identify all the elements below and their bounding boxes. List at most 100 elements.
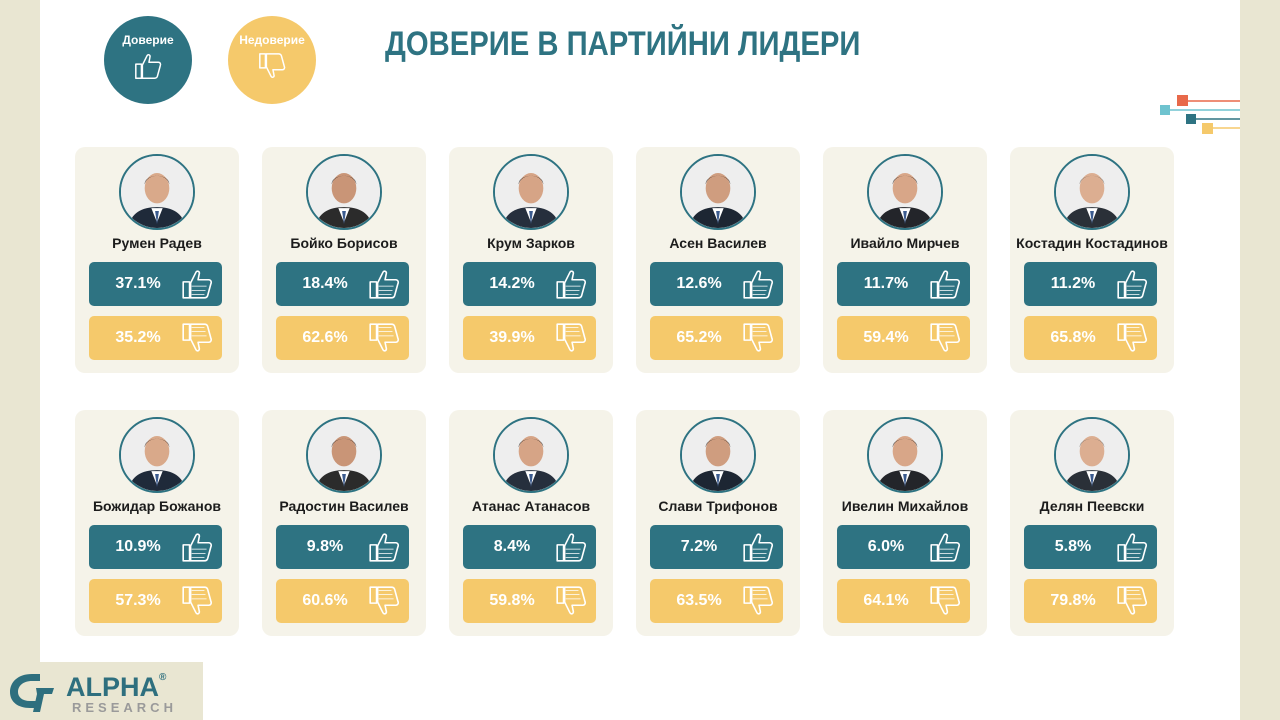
distrust-value: 79.8% <box>1050 592 1096 609</box>
distrust-value: 62.6% <box>302 329 348 346</box>
leader-card: Румен Радев 37.1% 35.2% <box>75 147 239 373</box>
leader-card: Бойко Борисов 18.4% 62.6% <box>262 147 426 373</box>
leader-card: Слави Трифонов 7.2% 63.5% <box>636 410 800 636</box>
distrust-bar: 57.3% <box>89 579 222 623</box>
trust-bar: 14.2% <box>463 262 596 306</box>
thumbs-down-icon <box>743 586 774 615</box>
thumbs-up-icon <box>369 270 400 299</box>
leader-card: Делян Пеевски 5.8% 79.8% <box>1010 410 1174 636</box>
thumbs-up-icon <box>1117 533 1148 562</box>
leader-name: Делян Пеевски <box>1039 498 1145 514</box>
distrust-value: 60.6% <box>302 592 348 609</box>
page-title: ДОВЕРИЕ В ПАРТИЙНИ ЛИДЕРИ <box>385 25 861 63</box>
distrust-value: 65.2% <box>676 329 722 346</box>
leader-card: Божидар Божанов 10.9% 57.3% <box>75 410 239 636</box>
leader-card: Радостин Василев 9.8% 60.6% <box>262 410 426 636</box>
trust-value: 18.4% <box>302 275 348 292</box>
leader-card: Асен Василев 12.6% 65.2% <box>636 147 800 373</box>
trust-value: 11.7% <box>863 275 909 292</box>
leader-card: Костадин Костадинов 11.2% 65.8% <box>1010 147 1174 373</box>
thumbs-up-icon <box>743 270 774 299</box>
thumbs-down-icon <box>1117 323 1148 352</box>
trust-value: 37.1% <box>115 275 161 292</box>
leader-name: Костадин Костадинов <box>1016 235 1168 251</box>
thumbs-down-icon <box>930 323 961 352</box>
thumbs-down-icon <box>369 323 400 352</box>
leader-photo <box>493 154 569 230</box>
legend-distrust: Недоверие <box>228 16 316 104</box>
leader-name: Радостин Василев <box>279 498 409 514</box>
legend-trust-label: Доверие <box>122 33 174 47</box>
trust-value: 10.9% <box>115 538 161 555</box>
thumbs-up-icon <box>135 53 162 79</box>
thumbs-up-icon <box>182 270 213 299</box>
trust-bar: 7.2% <box>650 525 783 569</box>
thumbs-up-icon <box>369 533 400 562</box>
trust-bar: 9.8% <box>276 525 409 569</box>
trust-value: 7.2% <box>680 538 718 555</box>
thumbs-down-icon <box>743 323 774 352</box>
thumbs-up-icon <box>930 533 961 562</box>
thumbs-down-icon <box>556 586 587 615</box>
thumbs-down-icon <box>1117 586 1148 615</box>
trust-bar: 8.4% <box>463 525 596 569</box>
thumbs-down-icon <box>259 53 286 79</box>
leader-photo <box>306 417 382 493</box>
trust-bar: 10.9% <box>89 525 222 569</box>
distrust-bar: 65.2% <box>650 316 783 360</box>
distrust-bar: 59.8% <box>463 579 596 623</box>
thumbs-down-icon <box>182 586 213 615</box>
logo-mark-icon <box>10 674 54 712</box>
distrust-value: 59.4% <box>863 329 909 346</box>
trust-value: 14.2% <box>489 275 535 292</box>
trust-value: 8.4% <box>493 538 531 555</box>
thumbs-up-icon <box>743 533 774 562</box>
distrust-bar: 65.8% <box>1024 316 1157 360</box>
distrust-value: 63.5% <box>676 592 722 609</box>
leader-name: Крум Зарков <box>487 235 575 251</box>
trust-bar: 11.7% <box>837 262 970 306</box>
leader-photo <box>867 154 943 230</box>
trust-value: 6.0% <box>867 538 905 555</box>
leader-photo <box>306 154 382 230</box>
leader-card: Крум Зарков 14.2% 39.9% <box>449 147 613 373</box>
leader-photo <box>680 417 756 493</box>
trust-bar: 37.1% <box>89 262 222 306</box>
trust-bar: 6.0% <box>837 525 970 569</box>
thumbs-up-icon <box>556 270 587 299</box>
leader-photo <box>1054 417 1130 493</box>
leader-photo <box>1054 154 1130 230</box>
trust-value: 5.8% <box>1054 538 1092 555</box>
distrust-bar: 62.6% <box>276 316 409 360</box>
distrust-bar: 64.1% <box>837 579 970 623</box>
leader-name: Бойко Борисов <box>290 235 398 251</box>
leader-card: Атанас Атанасов 8.4% 59.8% <box>449 410 613 636</box>
leader-photo <box>867 417 943 493</box>
leader-card: Ивелин Михайлов 6.0% 64.1% <box>823 410 987 636</box>
leader-photo <box>119 154 195 230</box>
trust-value: 9.8% <box>306 538 344 555</box>
thumbs-down-icon <box>369 586 400 615</box>
distrust-value: 65.8% <box>1050 329 1096 346</box>
leader-name: Атанас Атанасов <box>471 498 591 514</box>
leader-photo <box>119 417 195 493</box>
leader-name: Румен Радев <box>112 235 202 251</box>
leader-name: Слави Трифонов <box>658 498 778 514</box>
distrust-value: 35.2% <box>115 329 161 346</box>
trust-bar: 5.8% <box>1024 525 1157 569</box>
thumbs-up-icon <box>182 533 213 562</box>
logo-subtitle: RESEARCH <box>72 700 177 715</box>
thumbs-down-icon <box>556 323 587 352</box>
thumbs-up-icon <box>1117 270 1148 299</box>
trust-bar: 11.2% <box>1024 262 1157 306</box>
logo-word: ALPHA® <box>66 672 167 702</box>
distrust-bar: 35.2% <box>89 316 222 360</box>
distrust-value: 64.1% <box>863 592 909 609</box>
distrust-value: 57.3% <box>115 592 161 609</box>
leader-name: Божидар Божанов <box>92 498 221 514</box>
decorative-lines <box>1160 95 1240 134</box>
trust-bar: 12.6% <box>650 262 783 306</box>
legend-distrust-label: Недоверие <box>239 33 305 47</box>
alpha-research-logo: ALPHA® RESEARCH <box>0 662 203 720</box>
leader-name: Ивелин Михайлов <box>841 498 969 514</box>
